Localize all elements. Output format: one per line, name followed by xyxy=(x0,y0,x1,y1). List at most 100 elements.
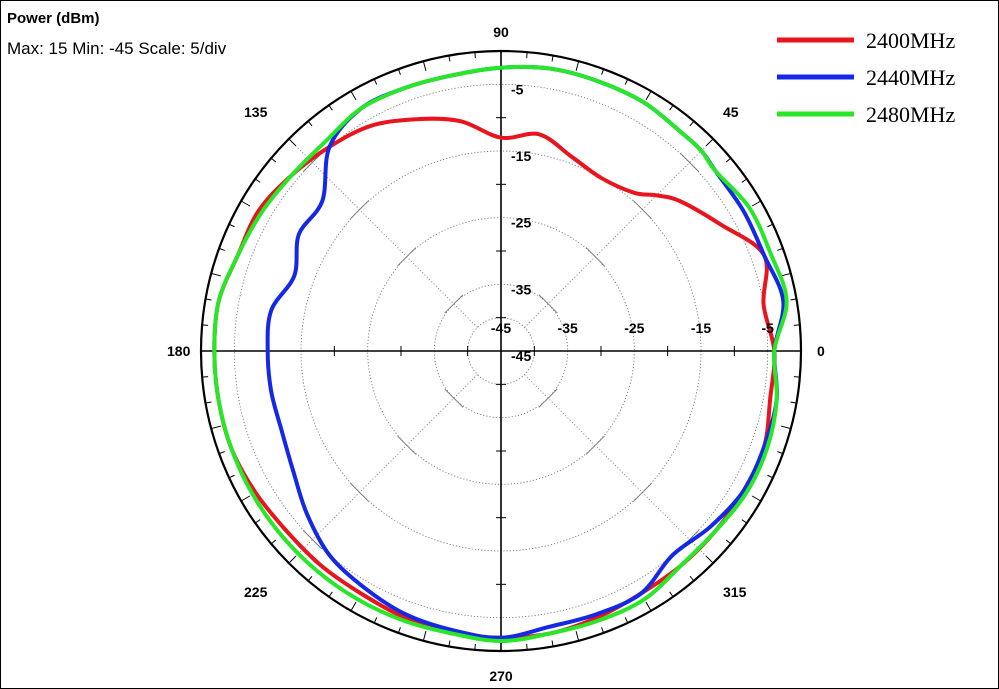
degree-tick xyxy=(474,643,476,650)
degree-tick xyxy=(526,52,528,59)
degree-tick xyxy=(228,223,235,228)
degree-tick xyxy=(350,90,357,101)
degree-tick xyxy=(202,376,209,378)
degree-tick xyxy=(240,200,251,207)
degree-tick xyxy=(751,495,762,502)
degree-tick xyxy=(777,247,784,251)
spoke-tick xyxy=(680,152,700,172)
degree-tick xyxy=(790,298,797,301)
degree-tick xyxy=(218,451,225,455)
legend: 2400MHz 2440MHz 2480MHz xyxy=(777,28,955,127)
degree-tick xyxy=(422,630,427,641)
angle-label-315: 315 xyxy=(723,584,747,600)
degree-tick xyxy=(373,78,378,85)
degree-tick xyxy=(689,575,695,582)
degree-tick xyxy=(575,630,580,641)
label-layer: 90 45 0 315 270 225 180 135 -5 -15 -25 -35 -45-45 -35… xyxy=(167,24,825,684)
degree-tick xyxy=(350,601,357,612)
degree-tick xyxy=(689,120,695,127)
spoke-line xyxy=(288,138,478,328)
chart-title: Power (dBm) xyxy=(7,10,100,27)
degree-tick xyxy=(228,474,235,479)
degree-tick xyxy=(751,200,762,207)
degree-tick xyxy=(422,61,427,72)
ring-label-horizontal: -15 xyxy=(691,320,711,336)
degree-tick xyxy=(767,223,774,228)
legend-label-2400MHz: 2400MHz xyxy=(866,28,955,53)
degree-tick xyxy=(211,425,222,430)
degree-tick xyxy=(205,298,212,301)
degree-tick xyxy=(448,640,451,647)
degree-tick xyxy=(767,474,774,479)
degree-tick xyxy=(551,55,554,62)
angle-label-135: 135 xyxy=(244,104,268,120)
degree-tick xyxy=(202,324,209,326)
degree-tick xyxy=(307,120,313,127)
degree-tick xyxy=(307,575,313,582)
spoke-line xyxy=(524,374,714,564)
degree-tick xyxy=(645,90,652,101)
angle-label-180: 180 xyxy=(167,343,191,359)
degree-tick xyxy=(397,68,401,75)
chart-scale-info: Max: 15 Min: -45 Scale: 5/div xyxy=(7,39,227,58)
degree-tick xyxy=(780,272,791,277)
angle-label-45: 45 xyxy=(723,104,739,120)
degree-tick xyxy=(725,539,732,545)
ring-label-vertical: -45 xyxy=(511,348,531,364)
spoke-tick xyxy=(585,435,605,455)
legend-label-2480MHz: 2480MHz xyxy=(866,102,955,127)
degree-tick xyxy=(270,539,277,545)
spoke-tick xyxy=(538,294,558,314)
ring-label-vertical: -15 xyxy=(511,148,531,164)
ring-label-horizontal: -5 xyxy=(761,320,774,336)
degree-tick xyxy=(328,591,333,598)
degree-tick xyxy=(725,157,732,163)
degree-tick xyxy=(211,272,222,277)
degree-tick xyxy=(669,104,674,111)
series-layer xyxy=(212,64,789,643)
polar-grid xyxy=(199,49,803,653)
degree-tick xyxy=(645,601,652,612)
angle-label-270: 270 xyxy=(489,668,513,684)
degree-tick xyxy=(741,178,748,183)
angle-label-0: 0 xyxy=(817,343,825,359)
degree-tick xyxy=(575,61,580,72)
degree-tick xyxy=(705,138,714,147)
degree-tick xyxy=(448,55,451,62)
ring-label-vertical: -25 xyxy=(511,215,531,231)
degree-tick xyxy=(790,401,797,404)
degree-tick xyxy=(254,519,261,524)
spoke-tick xyxy=(444,294,464,314)
degree-tick xyxy=(669,591,674,598)
degree-tick xyxy=(624,617,629,624)
degree-tick xyxy=(793,376,800,378)
degree-tick xyxy=(705,555,714,564)
ring-label-horizontal: -45 xyxy=(491,320,511,336)
angle-label-225: 225 xyxy=(244,584,268,600)
spoke-tick xyxy=(350,200,370,220)
degree-tick xyxy=(741,519,748,524)
series-line-2480MHz xyxy=(212,64,789,643)
degree-tick xyxy=(601,68,605,75)
degree-tick xyxy=(240,495,251,502)
spoke-tick xyxy=(538,388,558,408)
spoke-line xyxy=(524,138,714,328)
spoke-tick xyxy=(632,482,652,502)
spoke-tick xyxy=(350,482,370,502)
degree-tick xyxy=(373,617,378,624)
degree-tick xyxy=(526,643,528,650)
angle-label-90: 90 xyxy=(493,24,509,40)
degree-tick xyxy=(270,157,277,163)
ring-label-vertical: -5 xyxy=(511,81,524,97)
ring-label-horizontal: -35 xyxy=(558,320,578,336)
spoke-tick xyxy=(444,388,464,408)
degree-tick xyxy=(551,640,554,647)
spoke-tick xyxy=(397,247,417,267)
degree-tick xyxy=(328,104,333,111)
degree-tick xyxy=(624,78,629,85)
degree-tick xyxy=(397,627,401,634)
degree-tick xyxy=(777,451,784,455)
spoke-tick xyxy=(302,530,322,550)
spoke-tick xyxy=(397,435,417,455)
